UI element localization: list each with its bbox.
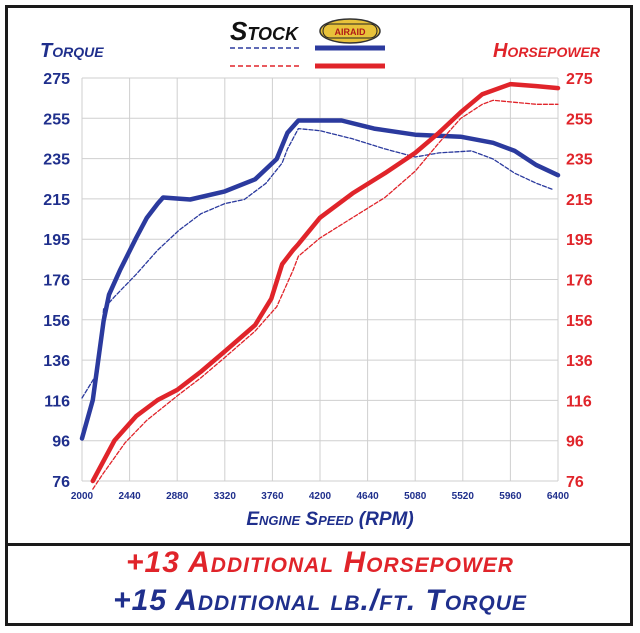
left-tick-label: 235 [43,152,70,169]
x-tick-label: 3760 [261,491,284,502]
series-line-stock-torque [81,127,554,399]
x-tick-label: 5960 [499,491,522,502]
x-tick-label: 3320 [214,491,237,502]
airaid-logo: AIRAID [319,18,381,44]
x-tick-label: 5520 [452,491,475,502]
right-tick-label: 156 [566,313,593,330]
grid [81,77,559,482]
x-tick-label: 2440 [118,491,141,502]
divider [8,543,632,546]
right-tick-label: 76 [566,474,584,491]
x-tick-labels: 2000 2440 2880 3320 3760 4200 4640 5080 5520 5960… [71,491,570,502]
horsepower-gain-text: +13 Additional Horsepower [126,546,514,579]
right-tick-label: 176 [566,273,593,290]
right-tick-label: 116 [566,393,592,410]
series-layer [79,81,561,490]
x-axis-title: Engine Speed (RPM) [246,509,413,530]
x-tick-label: 2880 [166,491,189,502]
legend-stock-label: Stock [230,16,300,46]
series-line-stock-horsepower [92,99,559,490]
legend-airaid-label: AIRAID [335,27,366,37]
left-tick-label: 136 [43,353,70,370]
right-tick-labels: 76 96 116 136 156 176 195 215 235 255 275 [566,71,593,491]
left-axis-title: Torque [40,40,104,62]
x-tick-label: 5080 [404,491,427,502]
right-axis-title: Horsepower [493,40,601,62]
left-tick-label: 76 [52,474,70,491]
series-line-airaid-horsepower [90,81,561,484]
left-tick-label: 156 [43,313,70,330]
right-tick-label: 255 [566,111,593,128]
x-tick-label: 2000 [71,491,94,502]
dyno-chart: 76 96 116 136 156 176 195 215 235 255 275 76 96 116 1… [40,16,601,530]
torque-gain-text: +15 Additional lb./ft. Torque [113,584,527,617]
left-tick-labels: 76 96 116 136 156 176 195 215 235 255 275 [43,71,70,491]
chart-frame [5,5,633,626]
left-tick-label: 176 [43,273,70,290]
right-tick-label: 215 [566,192,593,209]
right-tick-label: 235 [566,152,593,169]
left-tick-label: 96 [52,434,70,451]
right-tick-label: 96 [566,434,584,451]
right-tick-label: 275 [566,71,593,88]
left-tick-label: 116 [44,393,70,410]
left-tick-label: 275 [43,71,70,88]
x-tick-label: 4200 [309,491,332,502]
left-tick-label: 255 [43,111,70,128]
right-tick-label: 195 [566,232,593,249]
left-tick-label: 215 [43,192,70,209]
left-tick-label: 195 [43,232,70,249]
x-tick-label: 6400 [547,491,570,502]
series-line-airaid-torque [79,118,561,441]
legend: Stock AIRAID [230,16,385,69]
x-tick-label: 4640 [356,491,379,502]
right-tick-label: 136 [566,353,593,370]
